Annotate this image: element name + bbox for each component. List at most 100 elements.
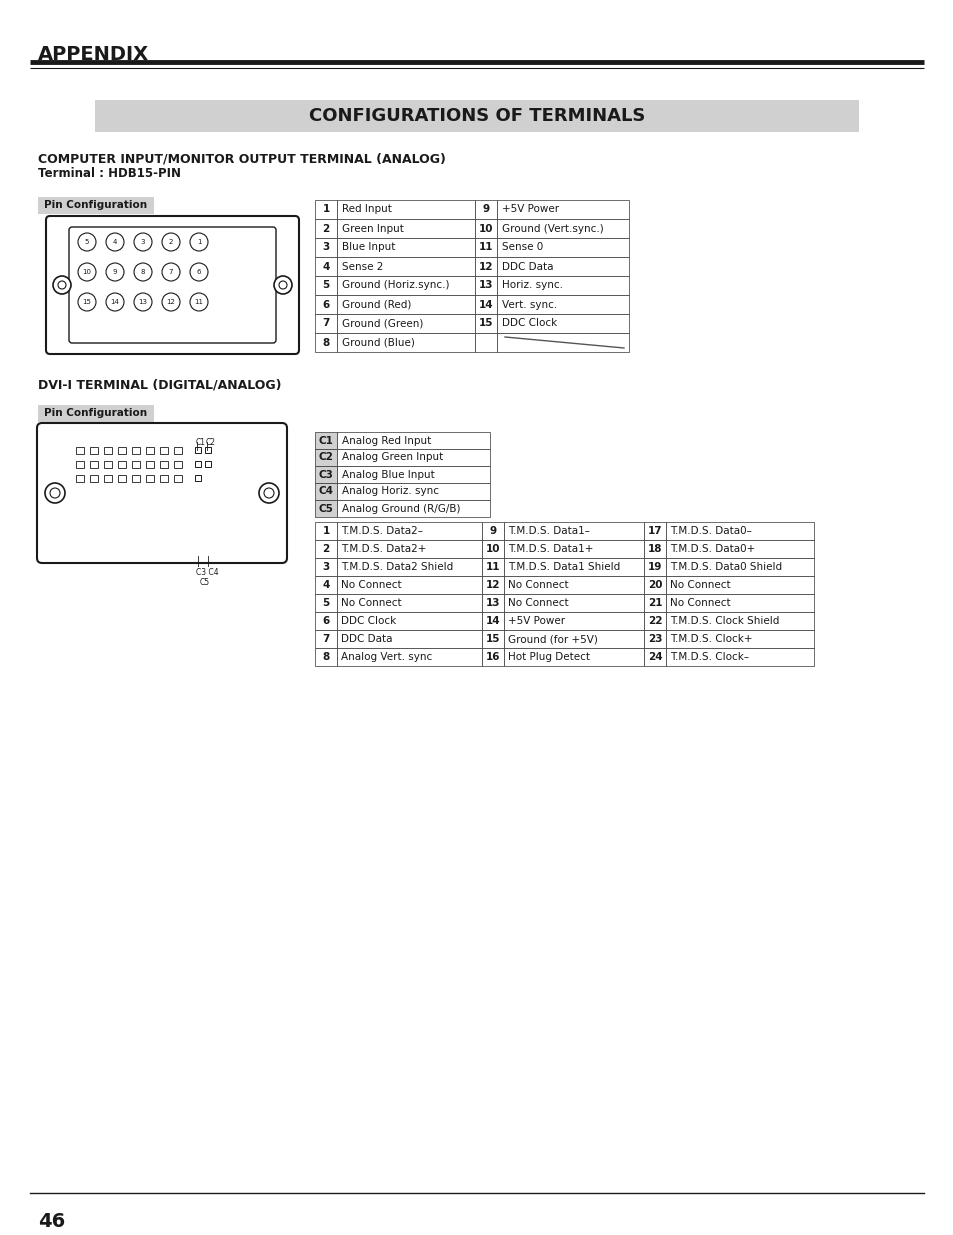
Bar bbox=[643, 613, 665, 630]
Text: C3: C3 bbox=[318, 469, 334, 479]
Text: Blue Input: Blue Input bbox=[341, 242, 395, 252]
Text: APPENDIX: APPENDIX bbox=[38, 44, 149, 64]
Text: Red Input: Red Input bbox=[341, 205, 392, 215]
Bar bbox=[132, 474, 140, 482]
Text: Green Input: Green Input bbox=[341, 224, 403, 233]
Circle shape bbox=[278, 282, 287, 289]
Text: DDC Data: DDC Data bbox=[340, 634, 392, 643]
Bar bbox=[503, 576, 643, 594]
Bar bbox=[314, 219, 336, 238]
Bar bbox=[104, 447, 112, 453]
Bar bbox=[336, 630, 481, 648]
Circle shape bbox=[162, 293, 180, 311]
Bar bbox=[475, 200, 497, 219]
Text: T.M.D.S. Data2 Shield: T.M.D.S. Data2 Shield bbox=[340, 562, 453, 572]
Bar bbox=[205, 447, 211, 453]
Text: C2: C2 bbox=[206, 438, 215, 447]
Text: 14: 14 bbox=[478, 300, 493, 310]
Text: C1: C1 bbox=[318, 436, 334, 446]
Text: T.M.D.S. Data0 Shield: T.M.D.S. Data0 Shield bbox=[669, 562, 781, 572]
Bar bbox=[314, 558, 336, 576]
Text: Sense 0: Sense 0 bbox=[501, 242, 542, 252]
Bar bbox=[38, 198, 153, 214]
Bar bbox=[475, 219, 497, 238]
Circle shape bbox=[190, 233, 208, 251]
Text: No Connect: No Connect bbox=[669, 598, 730, 608]
Text: 23: 23 bbox=[647, 634, 661, 643]
Text: No Connect: No Connect bbox=[340, 598, 401, 608]
Text: 6: 6 bbox=[322, 616, 330, 626]
Circle shape bbox=[106, 263, 124, 282]
Text: 8: 8 bbox=[141, 269, 145, 275]
Text: Horiz. sync.: Horiz. sync. bbox=[501, 280, 562, 290]
Text: 3: 3 bbox=[322, 242, 330, 252]
Bar bbox=[314, 483, 336, 500]
Circle shape bbox=[258, 483, 278, 503]
Text: 16: 16 bbox=[485, 652, 499, 662]
Text: C5: C5 bbox=[200, 578, 210, 587]
Text: T.M.D.S. Clock+: T.M.D.S. Clock+ bbox=[669, 634, 752, 643]
Bar bbox=[314, 500, 336, 517]
Bar bbox=[665, 630, 813, 648]
Bar bbox=[336, 576, 481, 594]
Bar bbox=[336, 275, 475, 295]
Text: 8: 8 bbox=[322, 337, 330, 347]
Bar bbox=[481, 558, 503, 576]
Bar bbox=[481, 630, 503, 648]
Circle shape bbox=[78, 293, 96, 311]
Text: 19: 19 bbox=[647, 562, 661, 572]
Bar bbox=[497, 257, 628, 275]
Bar bbox=[173, 461, 182, 468]
Text: T.M.D.S. Data1+: T.M.D.S. Data1+ bbox=[507, 543, 593, 555]
Text: Terminal : HDB15-PIN: Terminal : HDB15-PIN bbox=[38, 167, 181, 180]
Text: Analog Horiz. sync: Analog Horiz. sync bbox=[341, 487, 438, 496]
Bar bbox=[90, 447, 98, 453]
Text: 5: 5 bbox=[85, 240, 89, 245]
Text: 46: 46 bbox=[38, 1212, 65, 1231]
Text: DDC Clock: DDC Clock bbox=[340, 616, 395, 626]
Text: 21: 21 bbox=[647, 598, 661, 608]
Circle shape bbox=[58, 282, 66, 289]
Bar bbox=[643, 522, 665, 540]
Bar bbox=[497, 200, 628, 219]
Text: 14: 14 bbox=[111, 299, 119, 305]
Text: Ground (Green): Ground (Green) bbox=[341, 319, 423, 329]
Bar bbox=[194, 447, 201, 453]
Text: 10: 10 bbox=[485, 543, 499, 555]
Bar bbox=[146, 461, 153, 468]
Bar bbox=[314, 594, 336, 613]
Text: 1: 1 bbox=[196, 240, 201, 245]
Bar bbox=[665, 613, 813, 630]
Bar bbox=[481, 540, 503, 558]
Text: 9: 9 bbox=[112, 269, 117, 275]
Bar bbox=[481, 576, 503, 594]
Text: 3: 3 bbox=[141, 240, 145, 245]
Bar bbox=[314, 275, 336, 295]
Text: 12: 12 bbox=[485, 580, 499, 590]
Bar bbox=[146, 474, 153, 482]
Bar bbox=[336, 558, 481, 576]
Bar bbox=[173, 447, 182, 453]
Bar bbox=[665, 558, 813, 576]
Text: 7: 7 bbox=[169, 269, 173, 275]
Text: 15: 15 bbox=[83, 299, 91, 305]
Text: 9: 9 bbox=[482, 205, 489, 215]
Bar bbox=[475, 295, 497, 314]
Text: 10: 10 bbox=[478, 224, 493, 233]
Text: Analog Blue Input: Analog Blue Input bbox=[341, 469, 435, 479]
Bar bbox=[132, 461, 140, 468]
Bar bbox=[336, 594, 481, 613]
Circle shape bbox=[45, 483, 65, 503]
Text: 7: 7 bbox=[322, 319, 330, 329]
Bar bbox=[160, 474, 168, 482]
Text: 4: 4 bbox=[322, 262, 330, 272]
Text: 5: 5 bbox=[322, 280, 330, 290]
Text: No Connect: No Connect bbox=[507, 598, 568, 608]
Bar bbox=[95, 100, 858, 132]
Bar bbox=[314, 295, 336, 314]
Bar bbox=[314, 450, 336, 466]
Text: 8: 8 bbox=[322, 652, 330, 662]
Bar bbox=[336, 257, 475, 275]
Bar bbox=[643, 540, 665, 558]
Text: C2: C2 bbox=[318, 452, 334, 462]
